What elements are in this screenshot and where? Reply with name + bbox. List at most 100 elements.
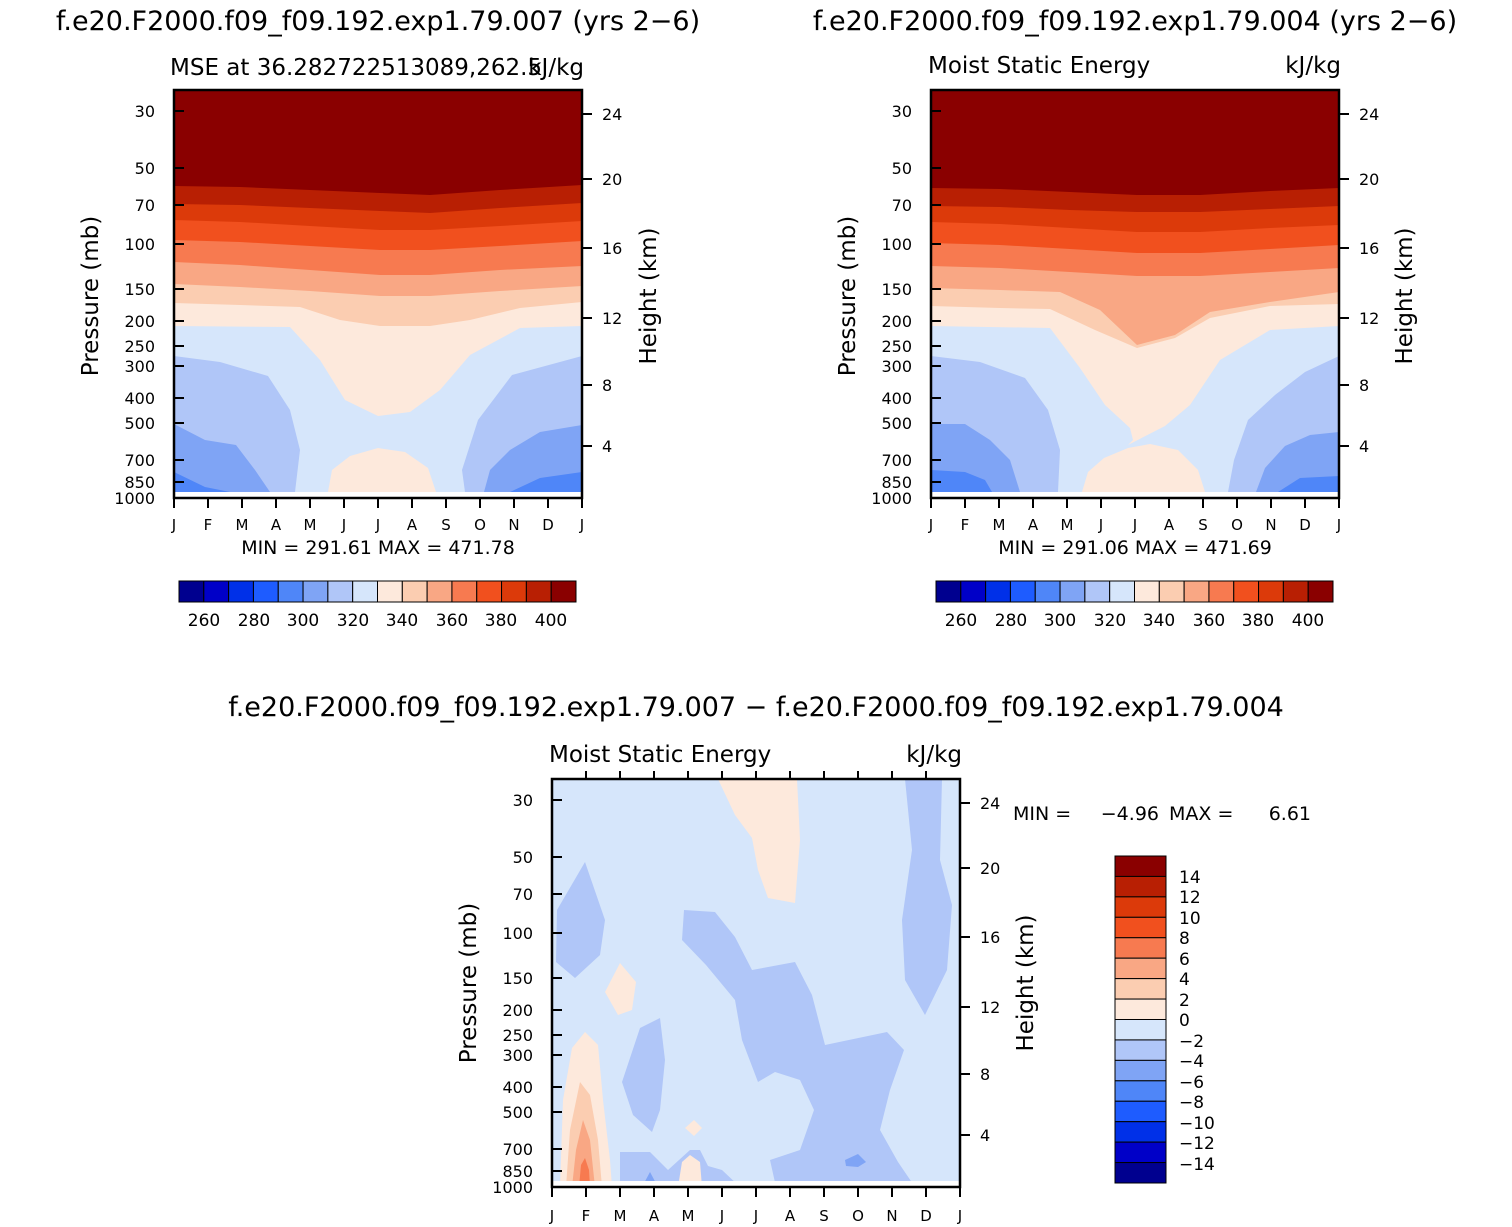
mse-band-300-left — [174, 424, 270, 492]
mse2-band-330-lower — [1082, 444, 1205, 492]
p3-ptick-400: 400 — [502, 1078, 533, 1097]
p2-month-10: N — [1265, 516, 1276, 534]
p2-month-6: J — [1132, 516, 1137, 534]
panel-1-month-ticks — [173, 498, 583, 508]
colorbar-swatch — [1059, 580, 1086, 603]
p1-ptick-500: 500 — [124, 414, 155, 433]
colorbar-swatch — [302, 580, 329, 603]
diff-positive-top — [718, 779, 800, 903]
panel-1-contour-field — [174, 90, 582, 498]
diff-plus6-plume — [579, 1158, 590, 1187]
colorbar-swatch — [525, 580, 552, 603]
panel-3: f.e20.F2000.f09_f09.192.exp1.79.007 − f.… — [228, 692, 1311, 1225]
colorbar-swatch — [352, 580, 378, 603]
panel-1-colorbar-labels: 260 280 300 320 340 360 380 400 — [188, 611, 567, 631]
p2-htick-20: 20 — [1359, 170, 1379, 189]
colorbar-swatch — [960, 580, 987, 603]
p3-ptick-700: 700 — [502, 1140, 533, 1159]
p1-cb-label-320: 320 — [337, 611, 369, 631]
p2-month-11: D — [1299, 516, 1311, 534]
panel-3-title: f.e20.F2000.f09_f09.192.exp1.79.007 − f.… — [228, 692, 1284, 723]
colorbar-swatch — [1307, 580, 1334, 603]
p3-month-12: J — [957, 1207, 962, 1225]
p3-ptick-150: 150 — [502, 969, 533, 988]
p1-month-10: N — [508, 516, 519, 534]
p3-cb-label-m14: −14 — [1179, 1155, 1215, 1175]
p3-month-7: A — [785, 1207, 796, 1225]
p3-cb-label-2: 2 — [1179, 991, 1190, 1011]
p3-month-9: O — [852, 1207, 864, 1225]
panel-2-title: f.e20.F2000.f09_f09.192.exp1.79.004 (yrs… — [813, 6, 1457, 37]
p1-ptick-700: 700 — [124, 451, 155, 470]
colorbar-swatch — [1258, 580, 1284, 603]
p2-ptick-700: 700 — [881, 451, 912, 470]
p1-month-6: J — [375, 516, 380, 534]
mse-band-290-left — [174, 472, 230, 492]
panel-3-ylabel-right: Height (km) — [1013, 914, 1039, 1051]
panel-2-height-labels: 24 20 16 12 8 4 — [1359, 105, 1379, 456]
p3-cb-label-m8: −8 — [1179, 1093, 1204, 1113]
p3-ptick-100: 100 — [502, 924, 533, 943]
p2-cb-label-400: 400 — [1292, 611, 1324, 631]
panel-3-subtitle-right: kJ/kg — [906, 742, 962, 768]
panel-1-left-axis — [174, 110, 184, 499]
panel-3-ylabel: Pressure (mb) — [456, 903, 482, 1063]
panel-2-colorbar — [935, 580, 1334, 603]
panel-3-left-axis — [552, 799, 562, 1188]
colorbar-swatch — [401, 580, 428, 603]
p2-month-9: O — [1231, 516, 1243, 534]
p2-ptick-200: 200 — [881, 312, 912, 331]
p2-cb-label-360: 360 — [1193, 611, 1225, 631]
colorbar-swatch — [1114, 1019, 1167, 1041]
p1-cb-label-260: 260 — [188, 611, 220, 631]
p3-month-3: A — [649, 1207, 660, 1225]
p3-month-5: J — [719, 1207, 724, 1225]
p3-cb-label-12: 12 — [1179, 888, 1201, 908]
p2-htick-12: 12 — [1359, 309, 1379, 328]
p1-cb-label-300: 300 — [287, 611, 319, 631]
p3-ptick-1000: 1000 — [492, 1178, 533, 1197]
panel-2-left-axis — [931, 110, 941, 499]
colorbar-swatch — [1114, 978, 1167, 1000]
p1-ptick-1000: 1000 — [114, 489, 155, 508]
p2-month-3: A — [1028, 516, 1039, 534]
p2-month-4: M — [1061, 516, 1074, 534]
p1-htick-8: 8 — [602, 376, 612, 395]
p3-htick-24: 24 — [980, 794, 1000, 813]
colorbar-swatch — [1114, 957, 1167, 980]
p1-ptick-400: 400 — [124, 389, 155, 408]
p2-ptick-150: 150 — [881, 280, 912, 299]
panel-3-month-labels: J F M A M J J A S O N D J — [549, 1207, 962, 1225]
p2-month-12: J — [1336, 516, 1341, 534]
panel-3-right-axis — [960, 802, 970, 1136]
mse-band-300-right — [484, 425, 582, 492]
panel-1-pressure-labels: 30 50 70 100 150 200 250 300 400 500 700… — [114, 102, 155, 508]
panel-3-height-labels: 24 20 16 12 8 4 — [980, 794, 1000, 1145]
p3-cb-label-m12: −12 — [1179, 1134, 1215, 1154]
p1-ptick-150: 150 — [124, 280, 155, 299]
panel-2-colorbar-labels: 260 280 300 320 340 360 380 400 — [945, 611, 1324, 631]
p1-htick-16: 16 — [602, 239, 622, 258]
p1-ptick-50: 50 — [135, 159, 155, 178]
p1-cb-label-360: 360 — [436, 611, 468, 631]
colorbar-swatch — [1233, 580, 1260, 603]
p2-ptick-50: 50 — [892, 159, 912, 178]
colorbar-swatch — [252, 580, 279, 603]
p2-cb-label-300: 300 — [1044, 611, 1076, 631]
p3-cb-label-6: 6 — [1179, 950, 1190, 970]
p3-month-11: D — [920, 1207, 932, 1225]
colorbar-swatch — [1084, 580, 1111, 603]
p1-month-4: M — [304, 516, 317, 534]
p1-ptick-250: 250 — [124, 337, 155, 356]
p2-ptick-250: 250 — [881, 337, 912, 356]
p3-month-10: N — [886, 1207, 897, 1225]
p3-cb-label-m4: −4 — [1179, 1052, 1204, 1072]
colorbar-swatch — [178, 580, 205, 603]
panel-1-title: f.e20.F2000.f09_f09.192.exp1.79.007 (yrs… — [56, 6, 700, 37]
p3-min-value: −4.96 — [1101, 803, 1159, 825]
colorbar-swatch — [1114, 916, 1167, 939]
panel-2-month-ticks — [930, 498, 1340, 508]
mse-band-330-lower — [328, 448, 436, 492]
panel-2-min-max: MIN = 291.06 MAX = 471.69 — [998, 537, 1272, 559]
mse-band-290-right — [510, 472, 582, 492]
